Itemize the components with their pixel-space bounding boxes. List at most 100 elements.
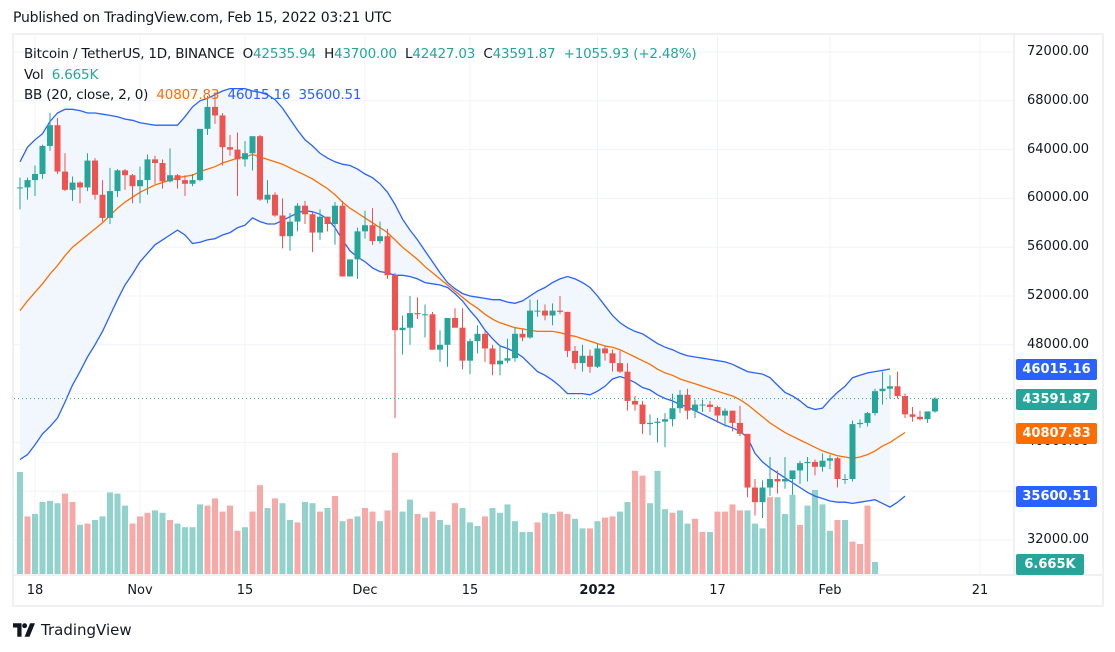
candle-body bbox=[39, 145, 46, 174]
candle bbox=[924, 411, 931, 423]
candle-body bbox=[129, 175, 136, 187]
candle bbox=[452, 308, 458, 328]
volume-bar bbox=[332, 496, 338, 574]
candle-body bbox=[647, 422, 653, 425]
candle-body bbox=[159, 163, 166, 182]
candle-body bbox=[602, 348, 608, 354]
volume-bar bbox=[69, 502, 76, 574]
close-value: 43591.87 bbox=[492, 46, 556, 62]
candle bbox=[377, 221, 383, 244]
volume-bar bbox=[684, 523, 691, 574]
candle-body bbox=[737, 422, 743, 434]
candle bbox=[159, 159, 166, 189]
candle-body bbox=[144, 159, 151, 181]
candle-body bbox=[474, 333, 481, 342]
candle-body bbox=[489, 348, 496, 365]
candle-body bbox=[467, 341, 473, 361]
candle bbox=[812, 459, 818, 476]
candle-body bbox=[189, 180, 196, 184]
candle-body bbox=[122, 170, 128, 176]
candle bbox=[572, 346, 578, 370]
volume-bar bbox=[309, 503, 316, 574]
volume-bar bbox=[84, 523, 91, 574]
legend-bb-row[interactable]: BB (20, close, 2, 0) 40807.83 46015.16 3… bbox=[24, 85, 696, 106]
candle-body bbox=[849, 424, 856, 479]
legend-ohlc-row[interactable]: Bitcoin / TetherUS, 1D, BINANCE O42535.9… bbox=[24, 44, 697, 65]
candle-body bbox=[669, 408, 676, 420]
candle bbox=[744, 433, 751, 498]
volume-bar bbox=[407, 499, 413, 574]
bb-fill-area bbox=[20, 88, 890, 508]
volume-bar bbox=[759, 528, 766, 574]
candle-body bbox=[579, 355, 586, 364]
candle bbox=[827, 454, 833, 470]
volume-bar bbox=[549, 514, 556, 574]
volume-bar bbox=[632, 470, 638, 574]
candle-body bbox=[879, 388, 886, 392]
volume-bar bbox=[399, 511, 406, 574]
tradingview-logo[interactable]: TradingView bbox=[13, 621, 132, 639]
time-axis-label: Dec bbox=[352, 583, 378, 598]
candle-body bbox=[819, 460, 826, 467]
candle-body bbox=[722, 410, 728, 416]
volume-bar bbox=[557, 511, 563, 574]
candle bbox=[579, 344, 586, 372]
candle-body bbox=[242, 153, 248, 160]
candle bbox=[759, 480, 766, 519]
candle-body bbox=[32, 174, 38, 181]
candle-body bbox=[182, 180, 188, 184]
price-axis-label: 64000.00 bbox=[1027, 141, 1090, 157]
candle bbox=[399, 315, 406, 355]
candle-body bbox=[264, 194, 271, 200]
candle-body bbox=[662, 419, 668, 422]
candle-body bbox=[437, 344, 443, 350]
volume-bar bbox=[212, 498, 218, 574]
candle-body bbox=[407, 313, 413, 328]
chart-frame bbox=[12, 33, 1104, 607]
volume-bar bbox=[114, 493, 121, 574]
volume-bar bbox=[77, 524, 83, 574]
candle bbox=[197, 128, 203, 182]
symbol-title[interactable]: Bitcoin / TetherUS, 1D, BINANCE bbox=[24, 46, 235, 62]
volume-bar bbox=[384, 510, 391, 574]
candle-body bbox=[624, 371, 631, 401]
candle bbox=[624, 363, 631, 411]
candle bbox=[722, 408, 728, 427]
candle-body bbox=[677, 394, 683, 409]
candle-body bbox=[632, 400, 638, 405]
volume-label: Vol bbox=[24, 66, 44, 83]
candle-body bbox=[24, 180, 31, 188]
candle-body bbox=[504, 358, 511, 361]
volume-bar bbox=[122, 505, 128, 574]
candle bbox=[767, 457, 773, 497]
candle-body bbox=[362, 225, 368, 232]
candle-body bbox=[422, 314, 428, 316]
candle-body bbox=[684, 394, 691, 411]
volume-bar bbox=[92, 520, 98, 574]
candle bbox=[99, 180, 106, 222]
candle-body bbox=[392, 275, 398, 331]
volume-bar bbox=[474, 526, 481, 574]
candle-body bbox=[17, 187, 23, 189]
bollinger-band-fill bbox=[20, 88, 890, 508]
candle bbox=[347, 259, 353, 277]
candle bbox=[84, 153, 91, 192]
candle bbox=[414, 297, 421, 320]
candle bbox=[257, 134, 263, 201]
volume-bar bbox=[234, 530, 241, 574]
candle bbox=[512, 327, 518, 362]
legend-volume-row[interactable]: Vol 6.665K bbox=[24, 65, 696, 86]
candle bbox=[662, 413, 668, 448]
candle-body bbox=[294, 205, 301, 222]
candle-body bbox=[219, 115, 226, 148]
volume-bar bbox=[287, 520, 293, 574]
candle-body bbox=[527, 310, 533, 338]
candle bbox=[639, 400, 646, 434]
candle bbox=[137, 166, 143, 204]
candle-body bbox=[564, 311, 571, 351]
candle-body bbox=[542, 310, 548, 316]
volume-bar bbox=[32, 514, 38, 574]
candle bbox=[677, 389, 683, 414]
volume-bar bbox=[542, 512, 548, 574]
